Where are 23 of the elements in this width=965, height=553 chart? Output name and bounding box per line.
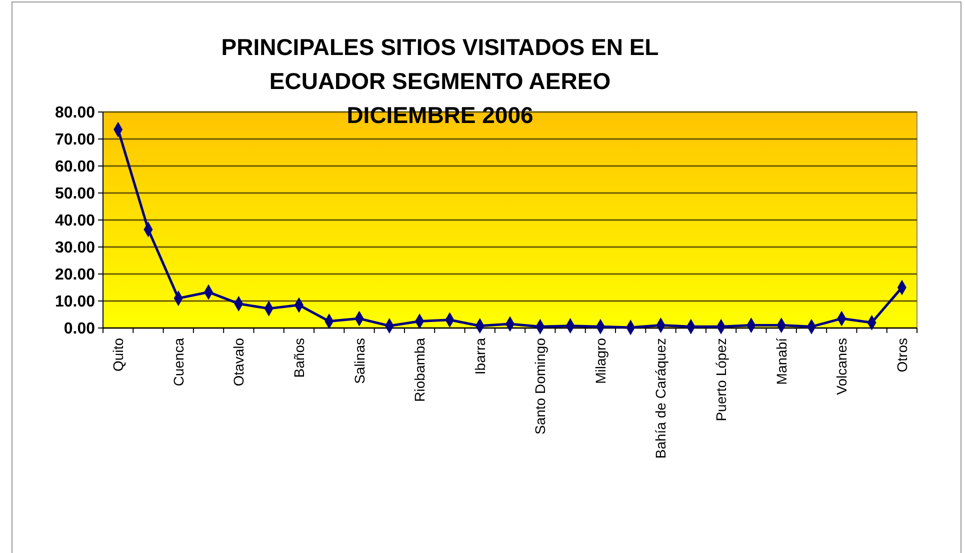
y-tick-label: 0.00 [64, 320, 96, 338]
x-tick-label: Quito [110, 338, 126, 372]
x-tick-label: Otavalo [230, 338, 247, 386]
y-tick-label: 80.00 [54, 104, 96, 122]
y-tick-label: 10.00 [54, 294, 96, 311]
y-tick-label: 60.00 [54, 158, 96, 176]
y-tick-label: 40.00 [54, 212, 96, 230]
x-tick-label: Riobamba [412, 338, 428, 402]
x-tick-label: Manabí [773, 338, 790, 385]
x-tick-label: Puerto López [713, 338, 730, 422]
x-tick-label: Milagro [592, 338, 608, 384]
x-tick-label: Otros [894, 338, 910, 372]
x-tick-label: Volcanes [834, 338, 850, 395]
x-tick-label: Santo Domingo [532, 338, 548, 435]
y-tick-label: 30.00 [54, 240, 96, 257]
x-tick-label: Baños [290, 338, 307, 378]
x-tick-label: Salinas [351, 338, 368, 384]
x-tick-label: Cuenca [170, 338, 186, 386]
x-tick-label: Bahía de Caráquez [652, 338, 669, 459]
y-tick-label: 70.00 [54, 132, 96, 149]
y-tick-label: 20.00 [54, 266, 96, 284]
x-tick-label: Ibarra [472, 338, 488, 375]
y-tick-label: 50.00 [54, 186, 96, 203]
